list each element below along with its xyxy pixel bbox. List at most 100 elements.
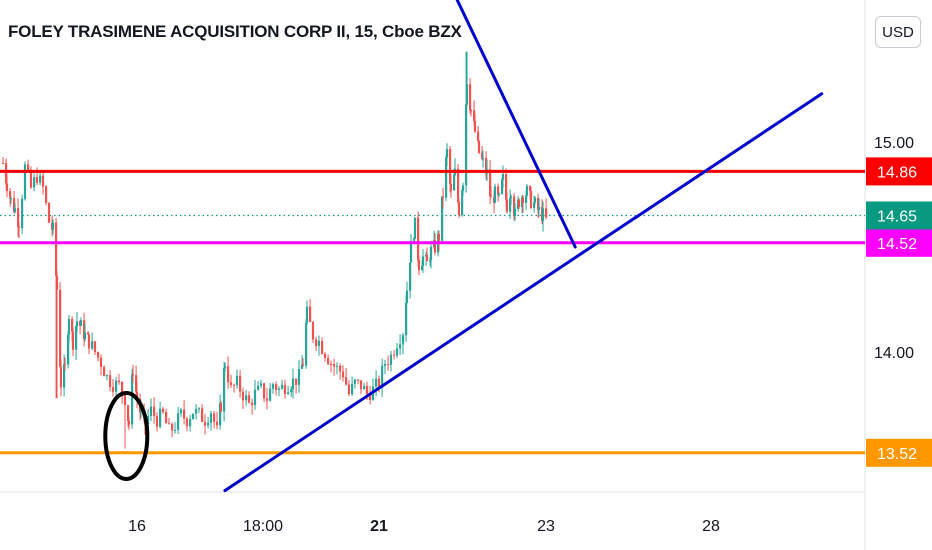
candle-body [457,201,461,216]
candle-body [429,246,433,261]
candle-body [489,169,492,197]
price-axis[interactable] [865,0,932,550]
candle-body [429,260,432,262]
candle-body [159,408,162,427]
candle-body [185,418,189,427]
candle-body [123,394,127,406]
candle-body [265,398,269,401]
candle-body [405,290,409,303]
candle-body [521,197,525,203]
candle-body [321,340,324,354]
candle-body [171,424,174,431]
candle-body [257,385,260,390]
candle-body [253,389,257,406]
candle-body [17,208,20,227]
candle-body [39,175,42,183]
candle-body [109,375,112,388]
candle-body [67,318,71,335]
candle-body [323,353,327,358]
annotation-layer [103,391,150,481]
candle-body [517,199,521,208]
candle-body [167,423,171,425]
candle-body [497,193,501,195]
candle-body [165,412,168,424]
candle-body [315,339,318,346]
price-badge-14.86-text: 14.86 [877,164,917,181]
candle-body [477,131,480,141]
candle-body [525,195,528,203]
candle-body [27,164,30,170]
candle-body [201,408,204,422]
candle-body [135,375,138,392]
candle-body [33,177,36,188]
candle-body [55,275,59,290]
candle-body [287,392,290,394]
candle-body [219,403,223,412]
candle-body [219,403,222,426]
x-tick-label: 16 [128,518,146,535]
candle-body [277,388,281,390]
candle-body [275,384,278,390]
candle-body [269,388,272,401]
trendline-rising-support[interactable] [223,92,824,493]
trendline-falling-resistance[interactable] [450,0,577,249]
candle-body [83,320,86,340]
x-tick-label: 18:00 [243,518,283,535]
candle-body [263,383,266,399]
candle-body [75,326,78,350]
candle-body [241,391,245,401]
candle-body [505,199,509,212]
candle-body [9,198,13,200]
trendlines-layer [223,0,824,493]
annotation-circle[interactable] [103,391,150,481]
candle-body [509,198,512,212]
last-price-badge-text: 14.65 [877,209,917,226]
candle-body [179,409,183,414]
candle-body [351,383,354,395]
candle-body [405,302,408,336]
candle-body [437,233,441,241]
candle-body [153,406,156,417]
candle-body [501,179,504,194]
candle-body [239,375,242,392]
candle-body [497,186,500,195]
candle-body [155,416,159,427]
candle-body [173,429,177,431]
candle-body [235,375,239,386]
candle-body [105,375,109,377]
candle-body [409,262,412,291]
candle-body [311,321,315,340]
candle-body [441,196,444,241]
candle-body [457,168,460,202]
candle-body [1,163,5,164]
candle-body [477,140,481,153]
candle-body [67,334,70,365]
candle-body [409,240,413,263]
candle-body [309,306,312,322]
candle-body [111,387,115,392]
candle-body [251,402,254,406]
candle-body [529,186,532,191]
candle-body [445,157,448,198]
price-badge-14.86 [866,157,932,186]
candle-body [389,354,393,365]
candle-body [283,384,287,394]
candle-body [335,365,339,367]
candle-body [541,208,545,222]
candle-body [365,386,369,395]
last-price-badge [866,201,932,230]
candle-body [465,84,469,105]
currency-button[interactable]: USD [875,16,921,48]
candle-body [341,371,345,378]
candle-body [35,177,39,183]
horizontal-lines-layer [0,169,865,455]
candle-body [121,381,124,395]
candle-body [183,409,186,419]
candle-body [233,384,236,386]
candle-body [449,184,453,191]
price-badges: 14.86 14.52 13.52 14.65 [866,157,932,467]
candle-body [45,186,48,203]
candle-body [281,384,284,389]
candle-body [63,364,66,388]
